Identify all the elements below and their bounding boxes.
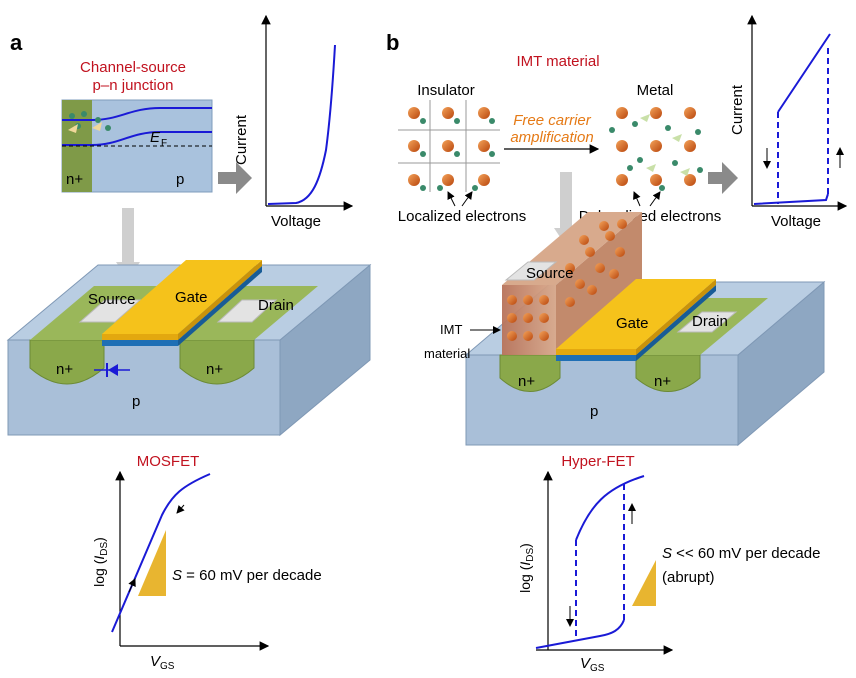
hyperfet-ylabel: log (IDS) [517, 543, 536, 593]
electron-dot [69, 113, 75, 119]
insulator-label: Insulator [417, 82, 475, 99]
hyperfet-slope-note: (abrupt) [662, 569, 715, 586]
electron-dot [105, 125, 111, 131]
hyperfet-slope-label: S << 60 mV per decade [662, 545, 820, 562]
fermi-level-label: E [150, 129, 161, 146]
slope-triangle [138, 530, 166, 596]
hyperfet-title: Hyper-FET [561, 453, 634, 470]
right-arrow-icon [708, 162, 738, 194]
source-label-b: Source [526, 265, 574, 282]
metal-label: Metal [637, 82, 674, 99]
slope-triangle [632, 560, 656, 606]
iv-plot-hysteresis: Current Voltage [729, 14, 848, 230]
fermi-level-subscript: F [161, 138, 167, 149]
mosfet-curve [111, 473, 211, 633]
iv-plot-diode: Current Voltage [233, 14, 354, 230]
metal-lattice [609, 107, 703, 191]
arrow-label-line1: Free carrier [513, 112, 592, 129]
electron-dot [81, 111, 87, 117]
iv-ylabel-a: Current [233, 114, 250, 165]
insulator-lattice [398, 100, 500, 192]
n-left-label-b: n+ [518, 373, 535, 390]
hyperfet-xlabel: VGS [580, 655, 605, 674]
imt-label-line1: IMT [440, 322, 462, 337]
n-left-label-a: n+ [56, 361, 73, 378]
right-arrow-icon [218, 162, 252, 194]
localized-label: Localized electrons [398, 208, 526, 225]
mosfet-xlabel: VGS [150, 653, 175, 672]
substrate-label-b: p [590, 403, 598, 420]
hyperfet-transfer-plot: log (IDS) VGS S << 60 mV per decade (abr… [517, 470, 820, 674]
iv-xlabel-a: Voltage [271, 213, 321, 230]
gate-label-a: Gate [175, 289, 208, 306]
hyperfet-device: Source Gate Drain IMT material n+ n+ p [424, 212, 826, 447]
n-right-label-a: n+ [206, 361, 223, 378]
iv-xlabel-b: Voltage [771, 213, 821, 230]
mosfet-transfer-plot: log (IDS) VGS S = 60 mV per decade [91, 470, 322, 672]
substrate-label-a: p [132, 393, 140, 410]
diode-curve [267, 44, 336, 205]
mosfet-ylabel: log (IDS) [91, 537, 110, 587]
hyperfet-off-curve [535, 619, 625, 649]
n-right-label-b: n+ [654, 373, 671, 390]
junction-title-line2: p–n junction [93, 77, 174, 94]
diode-symbol-icon [108, 364, 118, 376]
down-arrow-icon [116, 208, 140, 280]
iv-ylabel-b: Current [729, 84, 746, 135]
band-diagram: E F n+ p [61, 99, 213, 193]
imt-label-line2: material [424, 346, 470, 361]
band-n-label: n+ [66, 171, 83, 188]
band-p-label: p [176, 171, 184, 188]
hyperfet-on-curve [575, 475, 645, 541]
junction-title-line1: Channel-source [80, 59, 186, 76]
mosfet-device: Source Gate Drain n+ n+ p [6, 260, 372, 437]
source-label-a: Source [88, 291, 136, 308]
panel-a-letter: a [10, 30, 23, 55]
electron-dot [95, 117, 101, 123]
mosfet-slope-label: S = 60 mV per decade [172, 567, 322, 584]
panel-b-letter: b [386, 30, 399, 55]
arrow-label-line2: amplification [510, 129, 593, 146]
imt-title: IMT material [516, 53, 599, 70]
gate-label-b: Gate [616, 315, 649, 332]
drain-label-b: Drain [692, 313, 728, 330]
drain-label-a: Drain [258, 297, 294, 314]
mosfet-title: MOSFET [137, 453, 200, 470]
